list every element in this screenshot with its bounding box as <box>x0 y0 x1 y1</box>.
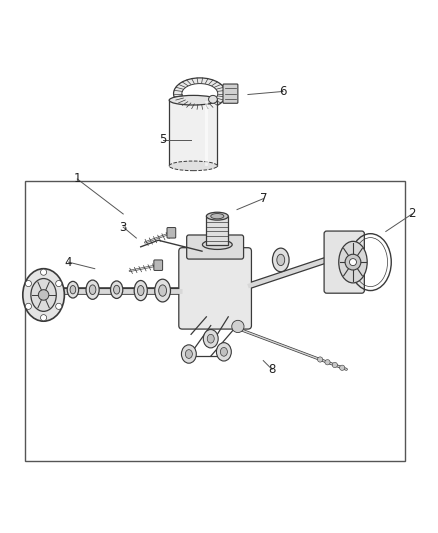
FancyBboxPatch shape <box>178 248 251 329</box>
FancyBboxPatch shape <box>323 231 364 293</box>
Circle shape <box>349 259 356 265</box>
Ellipse shape <box>173 78 226 109</box>
Ellipse shape <box>169 161 217 171</box>
Circle shape <box>332 362 337 368</box>
Ellipse shape <box>276 254 284 265</box>
Circle shape <box>317 357 322 362</box>
Ellipse shape <box>216 343 231 361</box>
Ellipse shape <box>113 285 120 294</box>
Text: 5: 5 <box>159 133 166 146</box>
Text: 2: 2 <box>407 207 415 221</box>
Text: 4: 4 <box>65 256 72 269</box>
Ellipse shape <box>154 279 170 302</box>
Circle shape <box>339 365 344 370</box>
Circle shape <box>56 303 62 309</box>
FancyBboxPatch shape <box>186 235 243 259</box>
Circle shape <box>40 269 46 275</box>
Ellipse shape <box>220 348 227 356</box>
Ellipse shape <box>207 334 214 343</box>
Circle shape <box>38 290 49 300</box>
FancyBboxPatch shape <box>166 228 175 238</box>
Ellipse shape <box>208 95 217 103</box>
Ellipse shape <box>70 286 76 294</box>
Text: 8: 8 <box>268 363 275 376</box>
Ellipse shape <box>110 281 123 298</box>
Bar <box>169 100 217 166</box>
Ellipse shape <box>169 95 217 105</box>
Ellipse shape <box>203 329 218 348</box>
Circle shape <box>40 314 46 321</box>
Text: 7: 7 <box>259 192 266 205</box>
Ellipse shape <box>137 286 144 296</box>
Ellipse shape <box>181 345 196 363</box>
Circle shape <box>344 254 360 270</box>
FancyBboxPatch shape <box>223 84 237 103</box>
Ellipse shape <box>31 279 56 311</box>
Bar <box>25 181 405 461</box>
Circle shape <box>231 320 244 333</box>
Text: 1: 1 <box>73 173 81 185</box>
Ellipse shape <box>134 280 147 301</box>
Ellipse shape <box>210 214 223 219</box>
Ellipse shape <box>202 240 232 249</box>
Circle shape <box>25 303 32 309</box>
Circle shape <box>324 360 329 365</box>
Ellipse shape <box>86 280 99 300</box>
Text: 6: 6 <box>279 85 286 98</box>
Ellipse shape <box>23 269 64 321</box>
Text: 3: 3 <box>119 221 127 233</box>
Ellipse shape <box>158 285 166 296</box>
Ellipse shape <box>181 84 217 104</box>
Ellipse shape <box>338 241 366 283</box>
Ellipse shape <box>272 248 288 272</box>
Circle shape <box>25 280 32 287</box>
Ellipse shape <box>185 350 192 358</box>
FancyBboxPatch shape <box>153 260 162 270</box>
Ellipse shape <box>67 281 78 298</box>
Ellipse shape <box>89 285 95 295</box>
Circle shape <box>56 280 62 287</box>
Ellipse shape <box>206 212 228 220</box>
Bar <box>206 216 228 245</box>
